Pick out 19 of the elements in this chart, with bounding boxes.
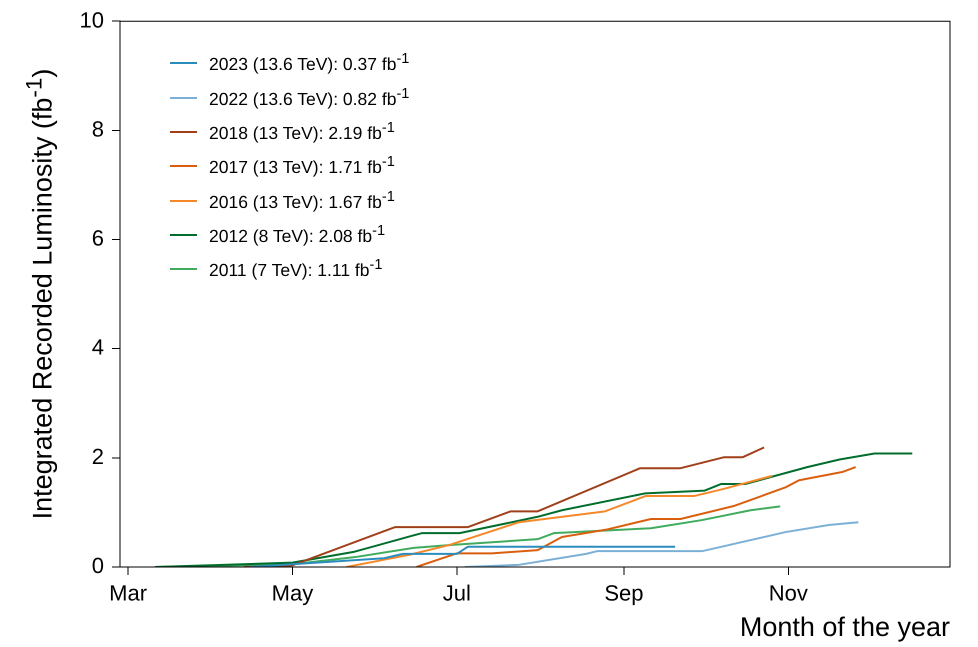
legend-label: 2018 (13 TeV): 2.19 fb$^{-1}$ [209, 120, 395, 144]
y-tick-label: 2 [92, 444, 104, 469]
legend-label: 2017 (13 TeV): 1.71 fb$^{-1}$ [209, 154, 395, 178]
legend-label: 2022 (13.6 TeV): 0.82 fb$^{-1}$ [209, 86, 410, 110]
legend-label: 2016 (13 TeV): 1.67 fb$^{-1}$ [209, 188, 395, 212]
y-tick-label: 10 [80, 7, 104, 32]
y-tick-label: 4 [92, 334, 104, 360]
x-tick-label: Jul [442, 580, 471, 606]
legend-label: 2023 (13.6 TeV): 0.37 fb$^{-1}$ [209, 51, 410, 76]
x-tick-label: Mar [109, 580, 148, 606]
legend-label: 2012 (8 TeV): 2.08 fb$^{-1}$ [209, 222, 386, 247]
x-tick-label: Sep [604, 580, 644, 606]
x-tick-label: May [272, 580, 314, 606]
y-tick-label: 8 [92, 116, 104, 142]
y-tick-label: 6 [92, 226, 104, 251]
x-tick-label: Nov [768, 580, 808, 606]
x-axis-title: Month of the year [740, 612, 950, 643]
y-tick-label: 0 [92, 553, 104, 578]
legend-label: 2011 (7 TeV): 1.11 fb$^{-1}$ [209, 257, 382, 282]
